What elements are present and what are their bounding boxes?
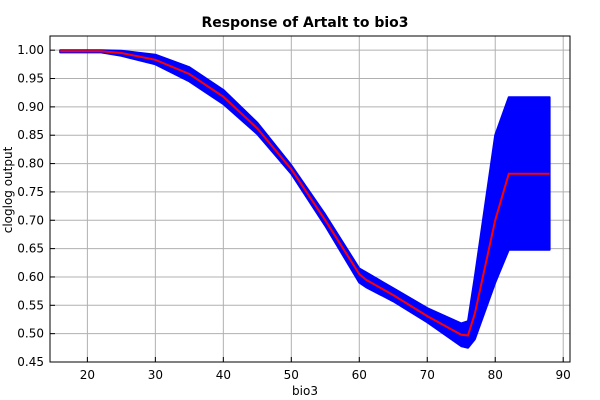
y-tick-label: 0.90: [17, 100, 44, 114]
y-tick-label: 1.00: [17, 43, 44, 57]
y-axis-label: cloglog output: [1, 146, 15, 233]
y-tick-label: 0.65: [17, 242, 44, 256]
x-tick-label: 50: [284, 368, 299, 382]
x-tick-label: 60: [352, 368, 367, 382]
x-axis-ticks: 20 30 40 50 60 70 80 90: [80, 357, 571, 382]
y-tick-label: 0.50: [17, 327, 44, 341]
y-tick-label: 0.85: [17, 128, 44, 142]
mean-line: [60, 50, 550, 337]
x-tick-label: 30: [148, 368, 163, 382]
y-axis-ticks: 0.45 0.50 0.55 0.60 0.65 0.70 0.75 0.80 0.85 0.90…: [17, 43, 55, 369]
x-axis-label: bio3: [292, 384, 318, 398]
y-tick-label: 0.95: [17, 72, 44, 86]
y-tick-label: 0.55: [17, 298, 44, 312]
x-tick-label: 90: [556, 368, 571, 382]
x-tick-label: 20: [80, 368, 95, 382]
x-tick-label: 70: [420, 368, 435, 382]
y-tick-label: 0.80: [17, 157, 44, 171]
y-tick-label: 0.60: [17, 270, 44, 284]
plot-frame: [49, 35, 571, 363]
x-tick-label: 40: [216, 368, 231, 382]
y-tick-label: 0.70: [17, 213, 44, 227]
mean-response-line: [60, 50, 550, 337]
chart-title: Response of Artalt to bio3: [201, 15, 408, 31]
band-area: [59, 49, 551, 349]
x-tick-label: 80: [488, 368, 503, 382]
y-tick-label: 0.75: [17, 185, 44, 199]
confidence-band: [59, 49, 551, 349]
y-tick-label: 0.45: [17, 355, 44, 369]
